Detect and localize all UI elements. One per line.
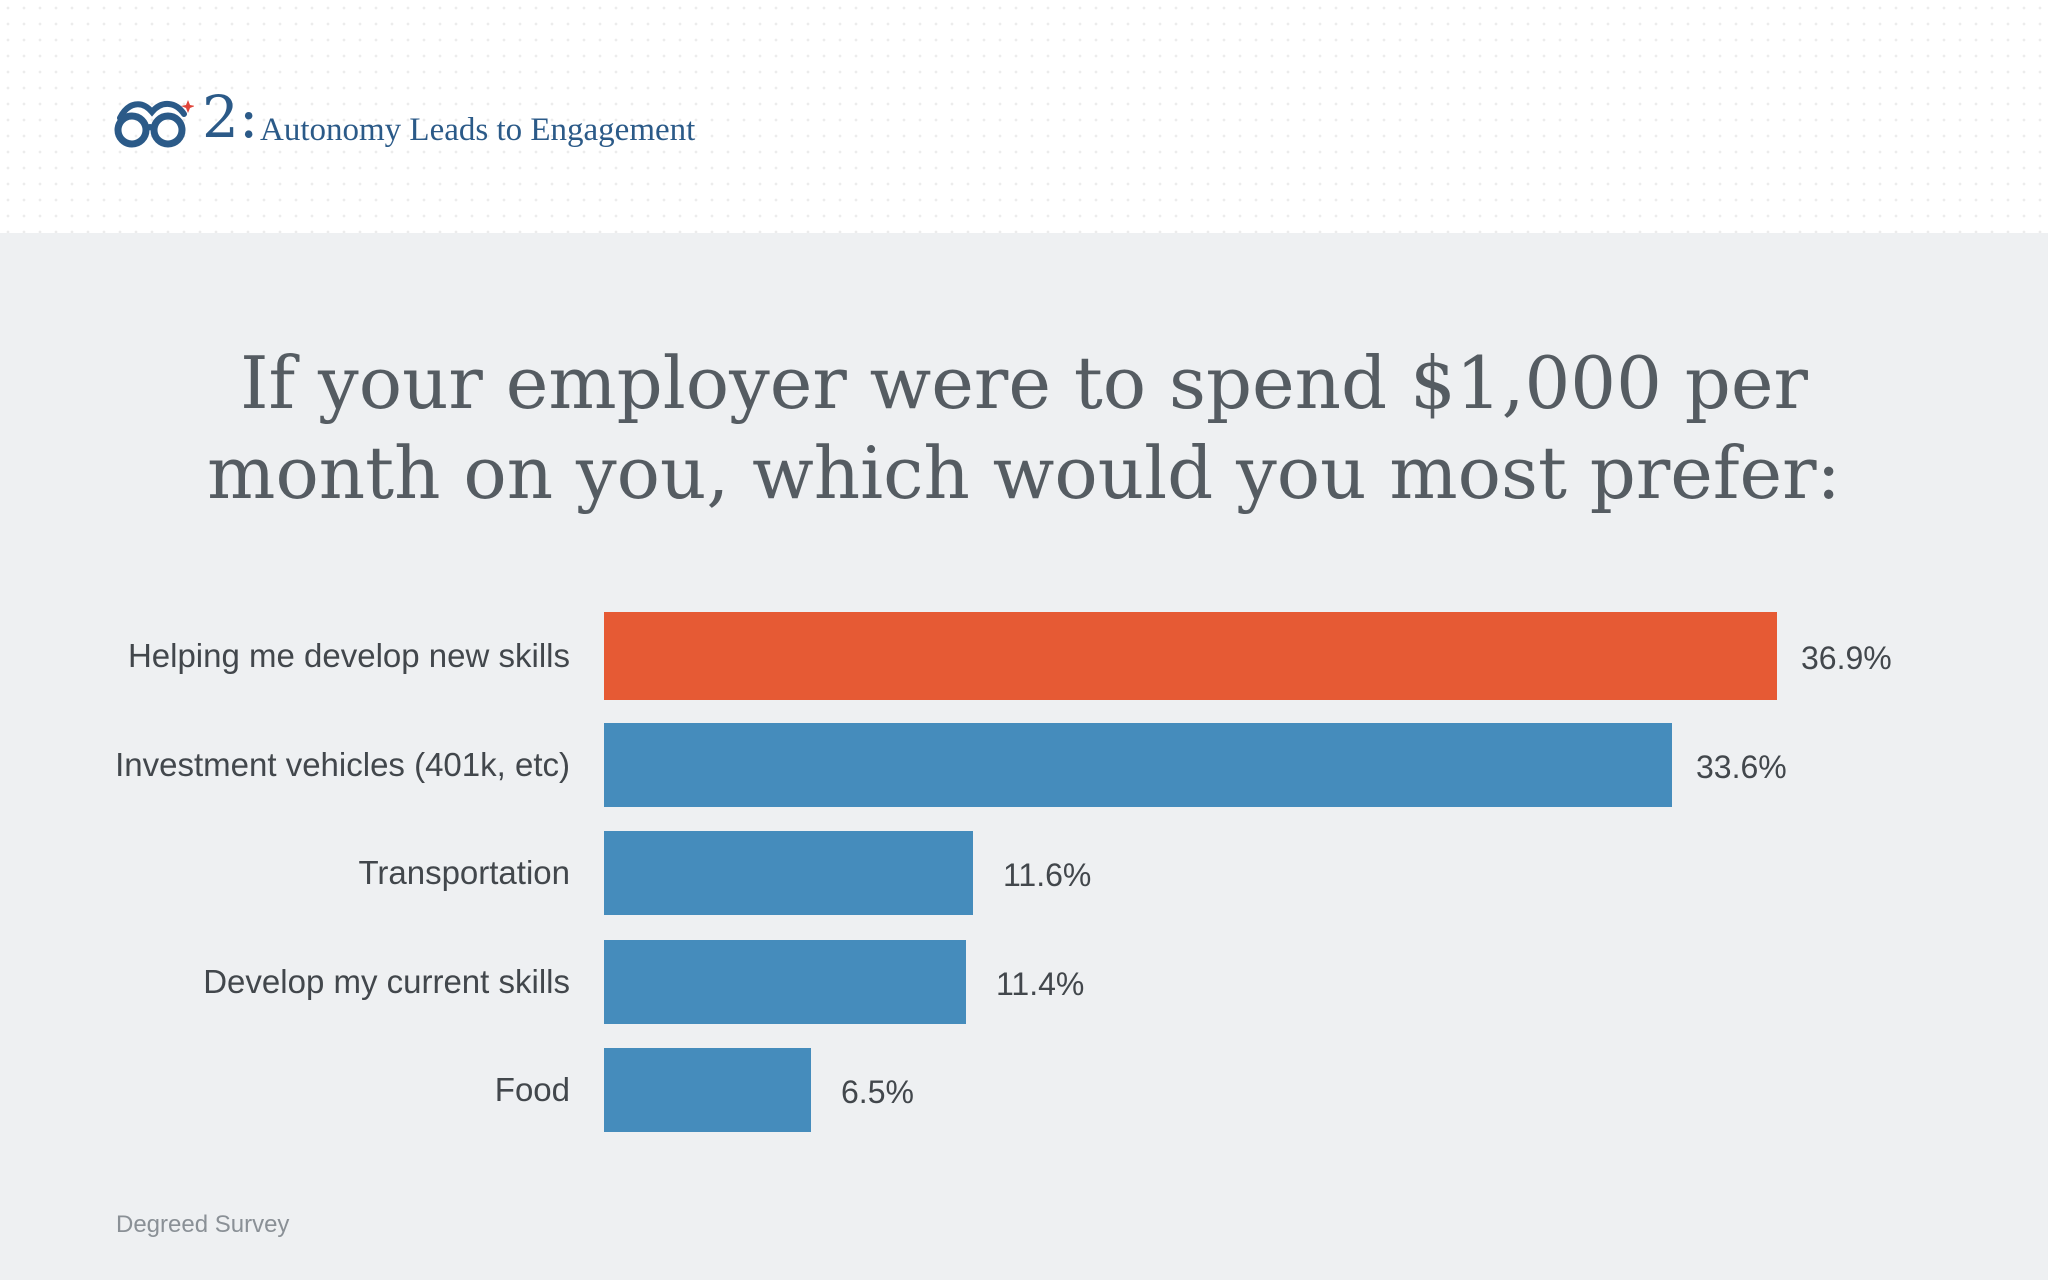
bar-label-2: Transportation	[358, 854, 570, 891]
bar-value-3: 11.4%	[996, 966, 1085, 1002]
bar-label-3: Develop my current skills	[203, 963, 570, 1000]
bar-label-0: Helping me develop new skills	[127, 637, 570, 674]
chart-title-line-1: If your employer were to spend $1,000 pe…	[240, 341, 1808, 425]
bar-value-1: 33.6%	[1696, 749, 1787, 785]
bar-1	[604, 723, 1672, 807]
chart-title-line-2: month on you, which would you most prefe…	[207, 431, 1841, 515]
bar-label-4: Food	[494, 1071, 570, 1108]
bar-value-4: 6.5%	[841, 1074, 914, 1110]
bar-3	[604, 940, 966, 1024]
section-title: Autonomy Leads to Engagement	[260, 112, 696, 148]
bar-label-1: Investment vehicles (401k, etc)	[115, 746, 570, 783]
bar-4	[604, 1048, 811, 1132]
bar-value-0: 36.9%	[1801, 640, 1892, 676]
bar-0	[604, 612, 1777, 700]
source-note: Degreed Survey	[116, 1211, 290, 1238]
header: 2: Autonomy Leads to Engagement	[0, 0, 2048, 233]
bar-value-2: 11.6%	[1003, 857, 1092, 893]
chart-title: If your employer were to spend $1,000 pe…	[0, 338, 2048, 518]
glasses-icon	[114, 100, 194, 148]
bar-2	[604, 831, 973, 915]
section-number: 2:	[202, 83, 259, 151]
